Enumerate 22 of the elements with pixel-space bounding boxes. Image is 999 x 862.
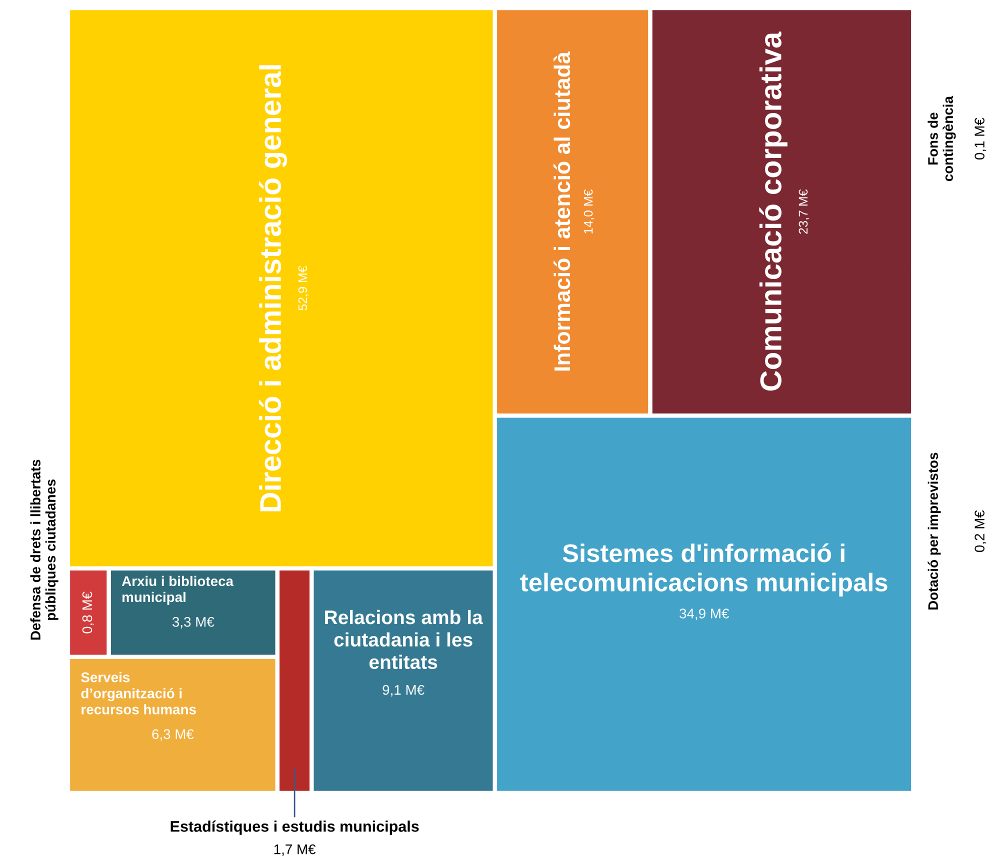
data-label: 34,9 M€ bbox=[680, 608, 730, 620]
data-label: 1,7 M€ bbox=[274, 844, 316, 856]
category-label: Direcció i administració general bbox=[258, 65, 288, 512]
category-label: Informació i atenció al ciutadà bbox=[554, 52, 570, 371]
category-label: Relacions amb la ciutadania i les entitats bbox=[325, 610, 483, 670]
data-label: 6,3 M€ bbox=[152, 729, 194, 741]
data-label: 3,3 M€ bbox=[172, 616, 214, 628]
category-label: Arxiu i biblioteca municipal bbox=[122, 576, 234, 605]
data-label: 52,9 M€ bbox=[298, 266, 309, 310]
category-label: Dotació per imprevistos bbox=[928, 452, 941, 610]
category-label: Comunicació corporativa bbox=[759, 32, 788, 391]
category-label: Defensa de drets i llibertats públiques ciutadanes bbox=[30, 460, 58, 640]
data-label: 0,1 M€ bbox=[974, 118, 986, 160]
category-label: Serveis d’organització i recursos humans bbox=[81, 672, 196, 714]
category-label: Estadístiques i estudis municipals bbox=[170, 820, 419, 835]
data-label: 14,0 M€ bbox=[584, 189, 594, 234]
data-label: 9,1 M€ bbox=[382, 685, 424, 696]
data-label: 0,2 M€ bbox=[974, 510, 986, 552]
category-label: Sistemes d'informació i telecomunicacions municipals bbox=[520, 543, 888, 596]
data-label: 0,8 M€ bbox=[82, 592, 94, 634]
data-label: 23,7 M€ bbox=[798, 189, 810, 234]
category-label: Fons de contingència bbox=[928, 96, 956, 182]
